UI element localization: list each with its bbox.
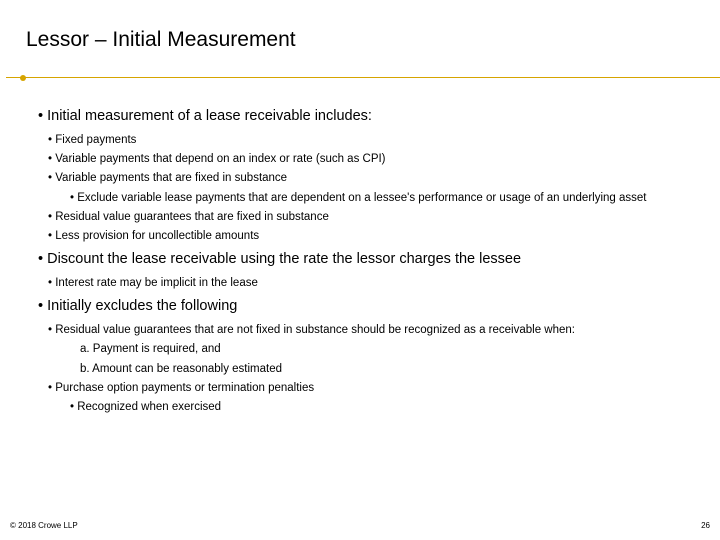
bullet-l2: Purchase option payments or termination … xyxy=(48,380,694,397)
bullet-l2: Interest rate may be implicit in the lea… xyxy=(48,275,694,292)
page-title: Lessor – Initial Measurement xyxy=(26,28,694,52)
content: Initial measurement of a lease receivabl… xyxy=(26,106,694,416)
bullet-l2: Fixed payments xyxy=(48,132,694,149)
bullet-l2: Residual value guarantees that are fixed… xyxy=(48,209,694,226)
bullet-l1: Discount the lease receivable using the … xyxy=(26,249,694,271)
bullet-l2: Residual value guarantees that are not f… xyxy=(48,322,694,339)
ordered-item-b: b. Amount can be reasonably estimated xyxy=(70,361,694,378)
divider xyxy=(26,74,694,82)
bullet-l2: Less provision for uncollectible amounts xyxy=(48,228,694,245)
bullet-l2: Variable payments that depend on an inde… xyxy=(48,151,694,168)
divider-line xyxy=(6,77,720,78)
footer-page-number: 26 xyxy=(701,521,710,530)
ordered-item-a: a. Payment is required, and xyxy=(70,341,694,358)
bullet-l2: Variable payments that are fixed in subs… xyxy=(48,170,694,187)
slide: Lessor – Initial Measurement Initial mea… xyxy=(0,0,720,540)
bullet-l1: Initial measurement of a lease receivabl… xyxy=(26,106,694,128)
bullet-l3: Recognized when exercised xyxy=(70,399,694,416)
bullet-l1: Initially excludes the following xyxy=(26,296,694,318)
bullet-l3: Exclude variable lease payments that are… xyxy=(70,190,694,207)
footer-copyright: © 2018 Crowe LLP xyxy=(10,521,78,530)
